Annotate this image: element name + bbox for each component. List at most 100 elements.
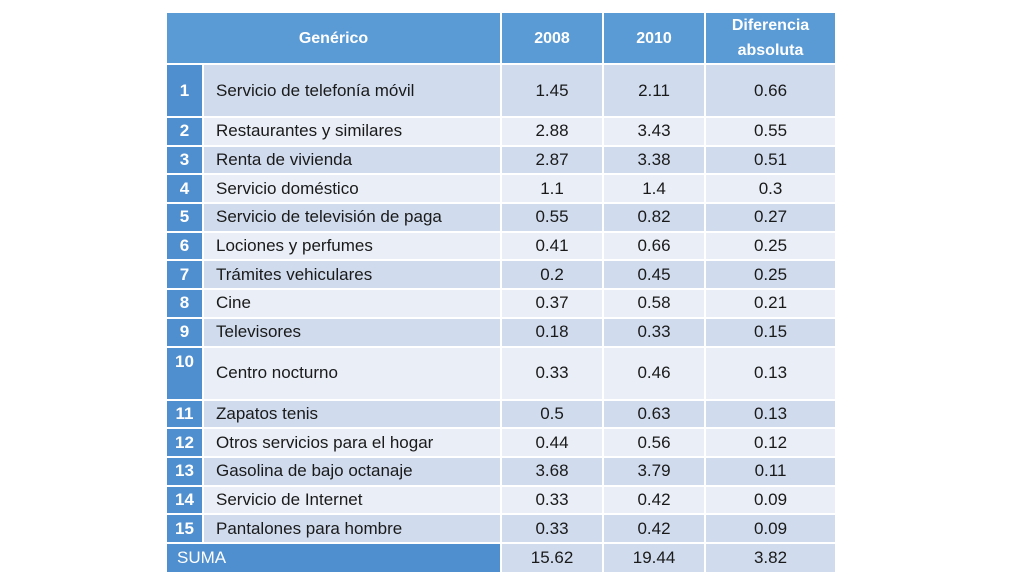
row-index: 15 [165, 513, 204, 544]
row-value-2010: 2.11 [602, 63, 707, 118]
row-value-2008: 0.37 [500, 288, 605, 319]
header-2008: 2008 [500, 11, 605, 65]
row-value-diff: 0.13 [704, 345, 838, 401]
row-value-2008: 0.55 [500, 202, 605, 233]
row-name: Renta de vivienda [201, 144, 503, 176]
row-index: 1 [165, 63, 204, 118]
row-value-diff: 0.55 [704, 116, 838, 147]
spending-comparison-table: Genérico 2008 2010 Diferencia absoluta 1… [164, 11, 838, 574]
row-index: 10 [165, 345, 204, 401]
table-row: 12 Otros servicios para el hogar 0.44 0.… [165, 427, 838, 458]
sum-row: SUMA 15.62 19.44 3.82 [164, 541, 838, 574]
row-value-2010: 3.38 [602, 144, 707, 176]
row-index: 5 [165, 202, 204, 233]
row-value-diff: 0.3 [704, 173, 838, 205]
row-name: Servicio de Internet [201, 484, 503, 516]
table-row: 6 Lociones y perfumes 0.41 0.66 0.25 [165, 230, 838, 262]
table-row: 2 Restaurantes y similares 2.88 3.43 0.5… [165, 116, 838, 147]
row-value-2008: 0.33 [500, 484, 605, 516]
table-row: 9 Televisores 0.18 0.33 0.15 [165, 316, 838, 348]
row-name: Centro nocturno [201, 345, 503, 401]
row-index: 11 [165, 398, 204, 430]
row-value-2010: 0.46 [602, 345, 707, 401]
row-index: 3 [165, 144, 204, 176]
row-value-2008: 0.44 [500, 427, 605, 458]
row-name: Lociones y perfumes [201, 230, 503, 262]
row-value-diff: 0.13 [704, 398, 838, 430]
row-value-2008: 0.33 [500, 345, 605, 401]
table-row: 11 Zapatos tenis 0.5 0.63 0.13 [165, 398, 838, 430]
table-row: 8 Cine 0.37 0.58 0.21 [165, 288, 838, 319]
row-value-2008: 2.87 [500, 144, 605, 176]
table-row: 13 Gasolina de bajo octanaje 3.68 3.79 0… [165, 455, 838, 487]
row-value-2008: 3.68 [500, 455, 605, 487]
table-row: 10 Centro nocturno 0.33 0.46 0.13 [165, 345, 838, 401]
row-value-diff: 0.12 [704, 427, 838, 458]
row-name: Servicio doméstico [201, 173, 503, 205]
row-value-2010: 0.33 [602, 316, 707, 348]
row-index: 14 [165, 484, 204, 516]
header-diff: Diferencia absoluta [704, 11, 838, 65]
row-value-2008: 0.2 [500, 259, 605, 291]
row-value-2008: 0.33 [500, 513, 605, 544]
row-value-2010: 0.63 [602, 398, 707, 430]
row-index: 8 [165, 288, 204, 319]
row-index: 7 [165, 259, 204, 291]
row-value-2010: 0.66 [602, 230, 707, 262]
row-value-2008: 2.88 [500, 116, 605, 147]
header-2010: 2010 [602, 11, 707, 65]
row-value-2008: 0.18 [500, 316, 605, 348]
sum-value-2008: 15.62 [500, 541, 605, 574]
row-value-2010: 0.56 [602, 427, 707, 458]
row-value-2008: 0.5 [500, 398, 605, 430]
row-value-diff: 0.27 [704, 202, 838, 233]
row-name: Servicio de telefonía móvil [201, 63, 503, 118]
table-row: 14 Servicio de Internet 0.33 0.42 0.09 [165, 484, 838, 516]
row-value-2010: 1.4 [602, 173, 707, 205]
table-header: Genérico 2008 2010 Diferencia absoluta [164, 11, 838, 65]
table-row: 15 Pantalones para hombre 0.33 0.42 0.09 [165, 513, 838, 544]
table-row: 3 Renta de vivienda 2.87 3.38 0.51 [165, 144, 838, 176]
row-name: Servicio de televisión de paga [201, 202, 503, 233]
row-value-2010: 0.45 [602, 259, 707, 291]
header-generic: Genérico [164, 11, 503, 65]
sum-value-diff: 3.82 [704, 541, 838, 574]
row-value-2008: 0.41 [500, 230, 605, 262]
row-index: 13 [165, 455, 204, 487]
row-index: 4 [165, 173, 204, 205]
row-value-diff: 0.25 [704, 230, 838, 262]
table-body: 1 Servicio de telefonía móvil 1.45 2.11 … [165, 63, 838, 544]
sum-value-2010: 19.44 [602, 541, 707, 574]
row-value-2010: 0.42 [602, 484, 707, 516]
row-value-2010: 0.58 [602, 288, 707, 319]
table-row: 7 Trámites vehiculares 0.2 0.45 0.25 [165, 259, 838, 291]
row-value-diff: 0.11 [704, 455, 838, 487]
row-value-2008: 1.45 [500, 63, 605, 118]
row-name: Televisores [201, 316, 503, 348]
row-value-2010: 3.79 [602, 455, 707, 487]
row-name: Pantalones para hombre [201, 513, 503, 544]
row-index: 6 [165, 230, 204, 262]
row-index: 2 [165, 116, 204, 147]
row-value-diff: 0.15 [704, 316, 838, 348]
table-row: 4 Servicio doméstico 1.1 1.4 0.3 [165, 173, 838, 205]
row-name: Otros servicios para el hogar [201, 427, 503, 458]
row-index: 12 [165, 427, 204, 458]
row-index: 9 [165, 316, 204, 348]
row-value-diff: 0.66 [704, 63, 838, 118]
table-row: 5 Servicio de televisión de paga 0.55 0.… [165, 202, 838, 233]
row-value-2010: 3.43 [602, 116, 707, 147]
row-value-diff: 0.25 [704, 259, 838, 291]
row-value-diff: 0.09 [704, 484, 838, 516]
row-value-diff: 0.21 [704, 288, 838, 319]
table-row: 1 Servicio de telefonía móvil 1.45 2.11 … [165, 63, 838, 118]
sum-label: SUMA [164, 541, 503, 574]
row-name: Restaurantes y similares [201, 116, 503, 147]
table-footer: SUMA 15.62 19.44 3.82 [164, 541, 838, 574]
row-value-diff: 0.09 [704, 513, 838, 544]
row-name: Trámites vehiculares [201, 259, 503, 291]
row-value-diff: 0.51 [704, 144, 838, 176]
row-value-2008: 1.1 [500, 173, 605, 205]
row-name: Cine [201, 288, 503, 319]
row-value-2010: 0.82 [602, 202, 707, 233]
